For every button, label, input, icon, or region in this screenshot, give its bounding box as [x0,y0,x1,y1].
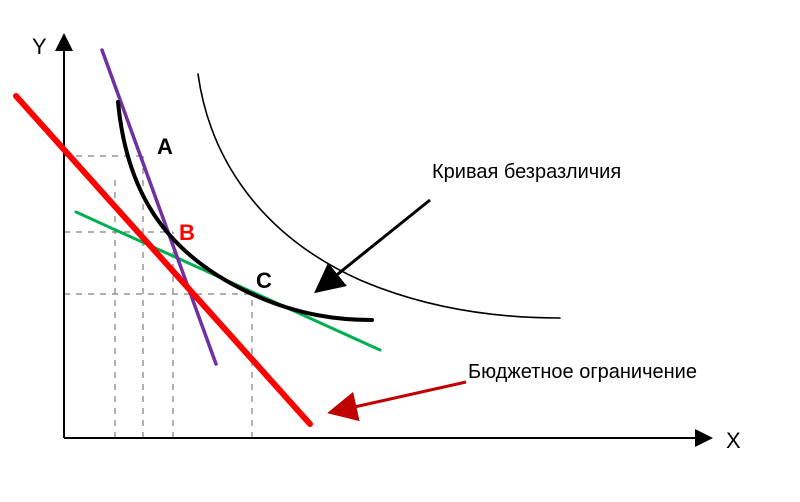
indifference-arrow [318,200,430,290]
annotation-indifference: Кривая безразличия [318,161,621,290]
indifference-curve-high [198,74,560,318]
indifference-label: Кривая безразличия [432,161,621,183]
grid-lines [64,156,252,438]
y-axis-label: Y [32,34,47,59]
diagram-canvas: X Y A B C Кривая безразличия Бюджетное о… [0,0,800,502]
point-label-b: B [179,220,195,245]
point-label-a: A [157,134,173,159]
budget-arrow [332,382,466,412]
annotation-budget: Бюджетное ограничение [332,361,697,412]
x-axis-label: X [726,428,741,453]
point-label-c: C [256,268,272,293]
axes: X Y [32,34,741,453]
budget-label: Бюджетное ограничение [468,361,697,383]
